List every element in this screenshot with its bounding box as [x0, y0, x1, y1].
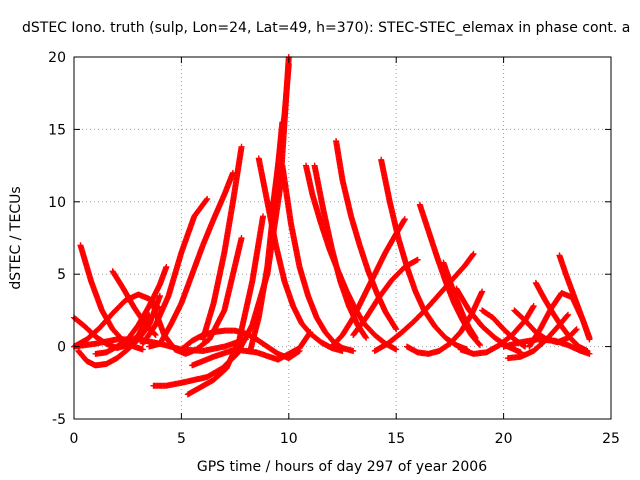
x-tick-label: 0 [70, 431, 79, 447]
data-arc [279, 162, 357, 354]
x-tick-label: 5 [177, 431, 186, 447]
data-points [71, 54, 593, 398]
grid [74, 57, 611, 419]
data-point [470, 250, 477, 257]
data-arc [199, 143, 245, 343]
data-point [414, 256, 421, 263]
data-point [151, 331, 158, 338]
y-tick-label: 20 [48, 50, 66, 66]
data-point [393, 326, 400, 333]
data-arc [189, 329, 314, 369]
data-point [401, 216, 408, 223]
data-arc [71, 336, 249, 354]
data-arc [328, 216, 408, 350]
data-arc [255, 155, 346, 354]
data-point [476, 342, 483, 349]
data-point [564, 312, 571, 319]
y-tick-label: -5 [52, 412, 66, 428]
data-point [238, 235, 245, 241]
data-point [393, 346, 400, 353]
data-point [586, 334, 593, 341]
data-arc [403, 288, 486, 357]
data-point [204, 195, 211, 202]
data-arc [556, 252, 593, 341]
data-arc [109, 268, 159, 339]
data-point [476, 341, 483, 348]
data-point [363, 334, 370, 341]
data-point [152, 332, 159, 339]
data-point [163, 263, 170, 270]
data-point [350, 347, 357, 354]
data-arc [532, 279, 591, 354]
data-point [307, 329, 314, 336]
data-arc [371, 250, 477, 354]
data-arc [268, 61, 292, 220]
x-tick-label: 20 [495, 431, 513, 447]
data-point [238, 143, 245, 150]
data-point [565, 311, 572, 318]
data-arc [333, 137, 400, 333]
x-tick-label: 10 [280, 431, 298, 447]
y-axis-label: dSTEC / TECUs [8, 186, 24, 289]
data-arc [500, 336, 593, 357]
data-point [530, 303, 537, 310]
data-point [572, 327, 579, 334]
y-tick-label: 15 [48, 122, 66, 138]
y-tick-label: 10 [48, 195, 66, 211]
data-point [203, 196, 210, 203]
x-tick-label: 25 [602, 431, 620, 447]
chart-title: dSTEC Iono. truth (sulp, Lon=24, Lat=49,… [22, 20, 630, 36]
data-arc [92, 263, 170, 357]
data-point [472, 334, 479, 341]
data-point [479, 288, 486, 295]
data-point [469, 251, 476, 258]
data-point [139, 346, 146, 353]
data-point [586, 350, 593, 357]
data-arc [139, 195, 211, 347]
data-arc [457, 303, 537, 357]
y-tick-label: 5 [57, 267, 66, 283]
plot-frame [73, 56, 612, 420]
x-axis-label: GPS time / hours of day 297 of year 2006 [197, 459, 487, 475]
data-point [260, 213, 267, 220]
x-tick-label: 15 [387, 431, 405, 447]
y-tick-label: 0 [57, 340, 66, 356]
data-point [242, 336, 249, 343]
data-point [573, 326, 580, 333]
data-arc [350, 256, 421, 339]
data-point [156, 292, 163, 299]
